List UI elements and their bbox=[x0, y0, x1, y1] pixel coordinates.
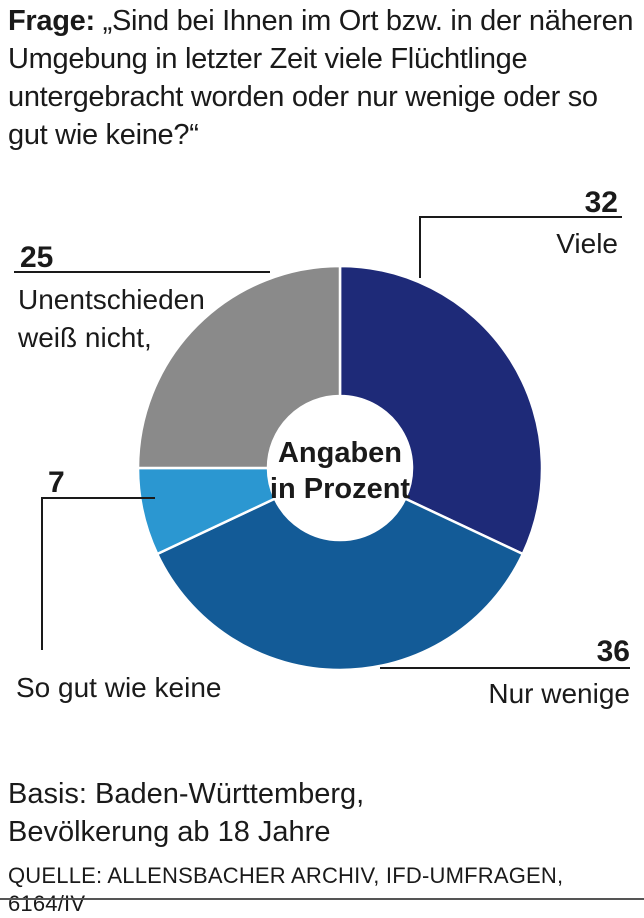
basis-line-2: Bevölkerung ab 18 Jahre bbox=[8, 816, 331, 848]
category-label-4-line-1: Unentschieden bbox=[18, 284, 205, 315]
source-note: QUELLE: ALLENSBACHER ARCHIV, IFD-UMFRAGE… bbox=[8, 863, 564, 916]
basis-line-1: Basis: Baden-Württemberg, bbox=[8, 778, 365, 810]
category-label-3: So gut wie keine bbox=[16, 672, 221, 703]
leader-line-1 bbox=[419, 216, 622, 278]
bottom-rule bbox=[0, 898, 644, 900]
slice-4 bbox=[136, 264, 342, 470]
value-label-4: 25 bbox=[20, 241, 53, 274]
question-text: Frage: „Sind bei Ihnen im Ort bzw. in de… bbox=[8, 2, 638, 154]
center-label-line-1: Angaben bbox=[278, 437, 402, 469]
basis-note: Basis: Baden-Württemberg, Bevölkerung ab… bbox=[8, 775, 364, 851]
slice-2 bbox=[155, 496, 525, 672]
center-label-line-2: in Prozent bbox=[270, 473, 411, 505]
value-label-1: 32 bbox=[585, 186, 618, 219]
question-body: „Sind bei Ihnen im Ort bzw. in der näher… bbox=[8, 5, 634, 151]
slice-1 bbox=[338, 264, 544, 556]
donut-chart: Angaben in Prozent 32 Viele 36 Nur wenige 7 So … bbox=[14, 186, 630, 709]
leader-line-3 bbox=[41, 497, 155, 650]
category-label-1: Viele bbox=[556, 228, 618, 259]
category-label-2: Nur wenige bbox=[488, 678, 630, 709]
value-label-3: 7 bbox=[48, 466, 65, 499]
category-label-4-line-2: weiß nicht, bbox=[17, 322, 152, 353]
value-label-2: 36 bbox=[597, 635, 630, 668]
question-prefix: Frage: bbox=[8, 5, 95, 37]
